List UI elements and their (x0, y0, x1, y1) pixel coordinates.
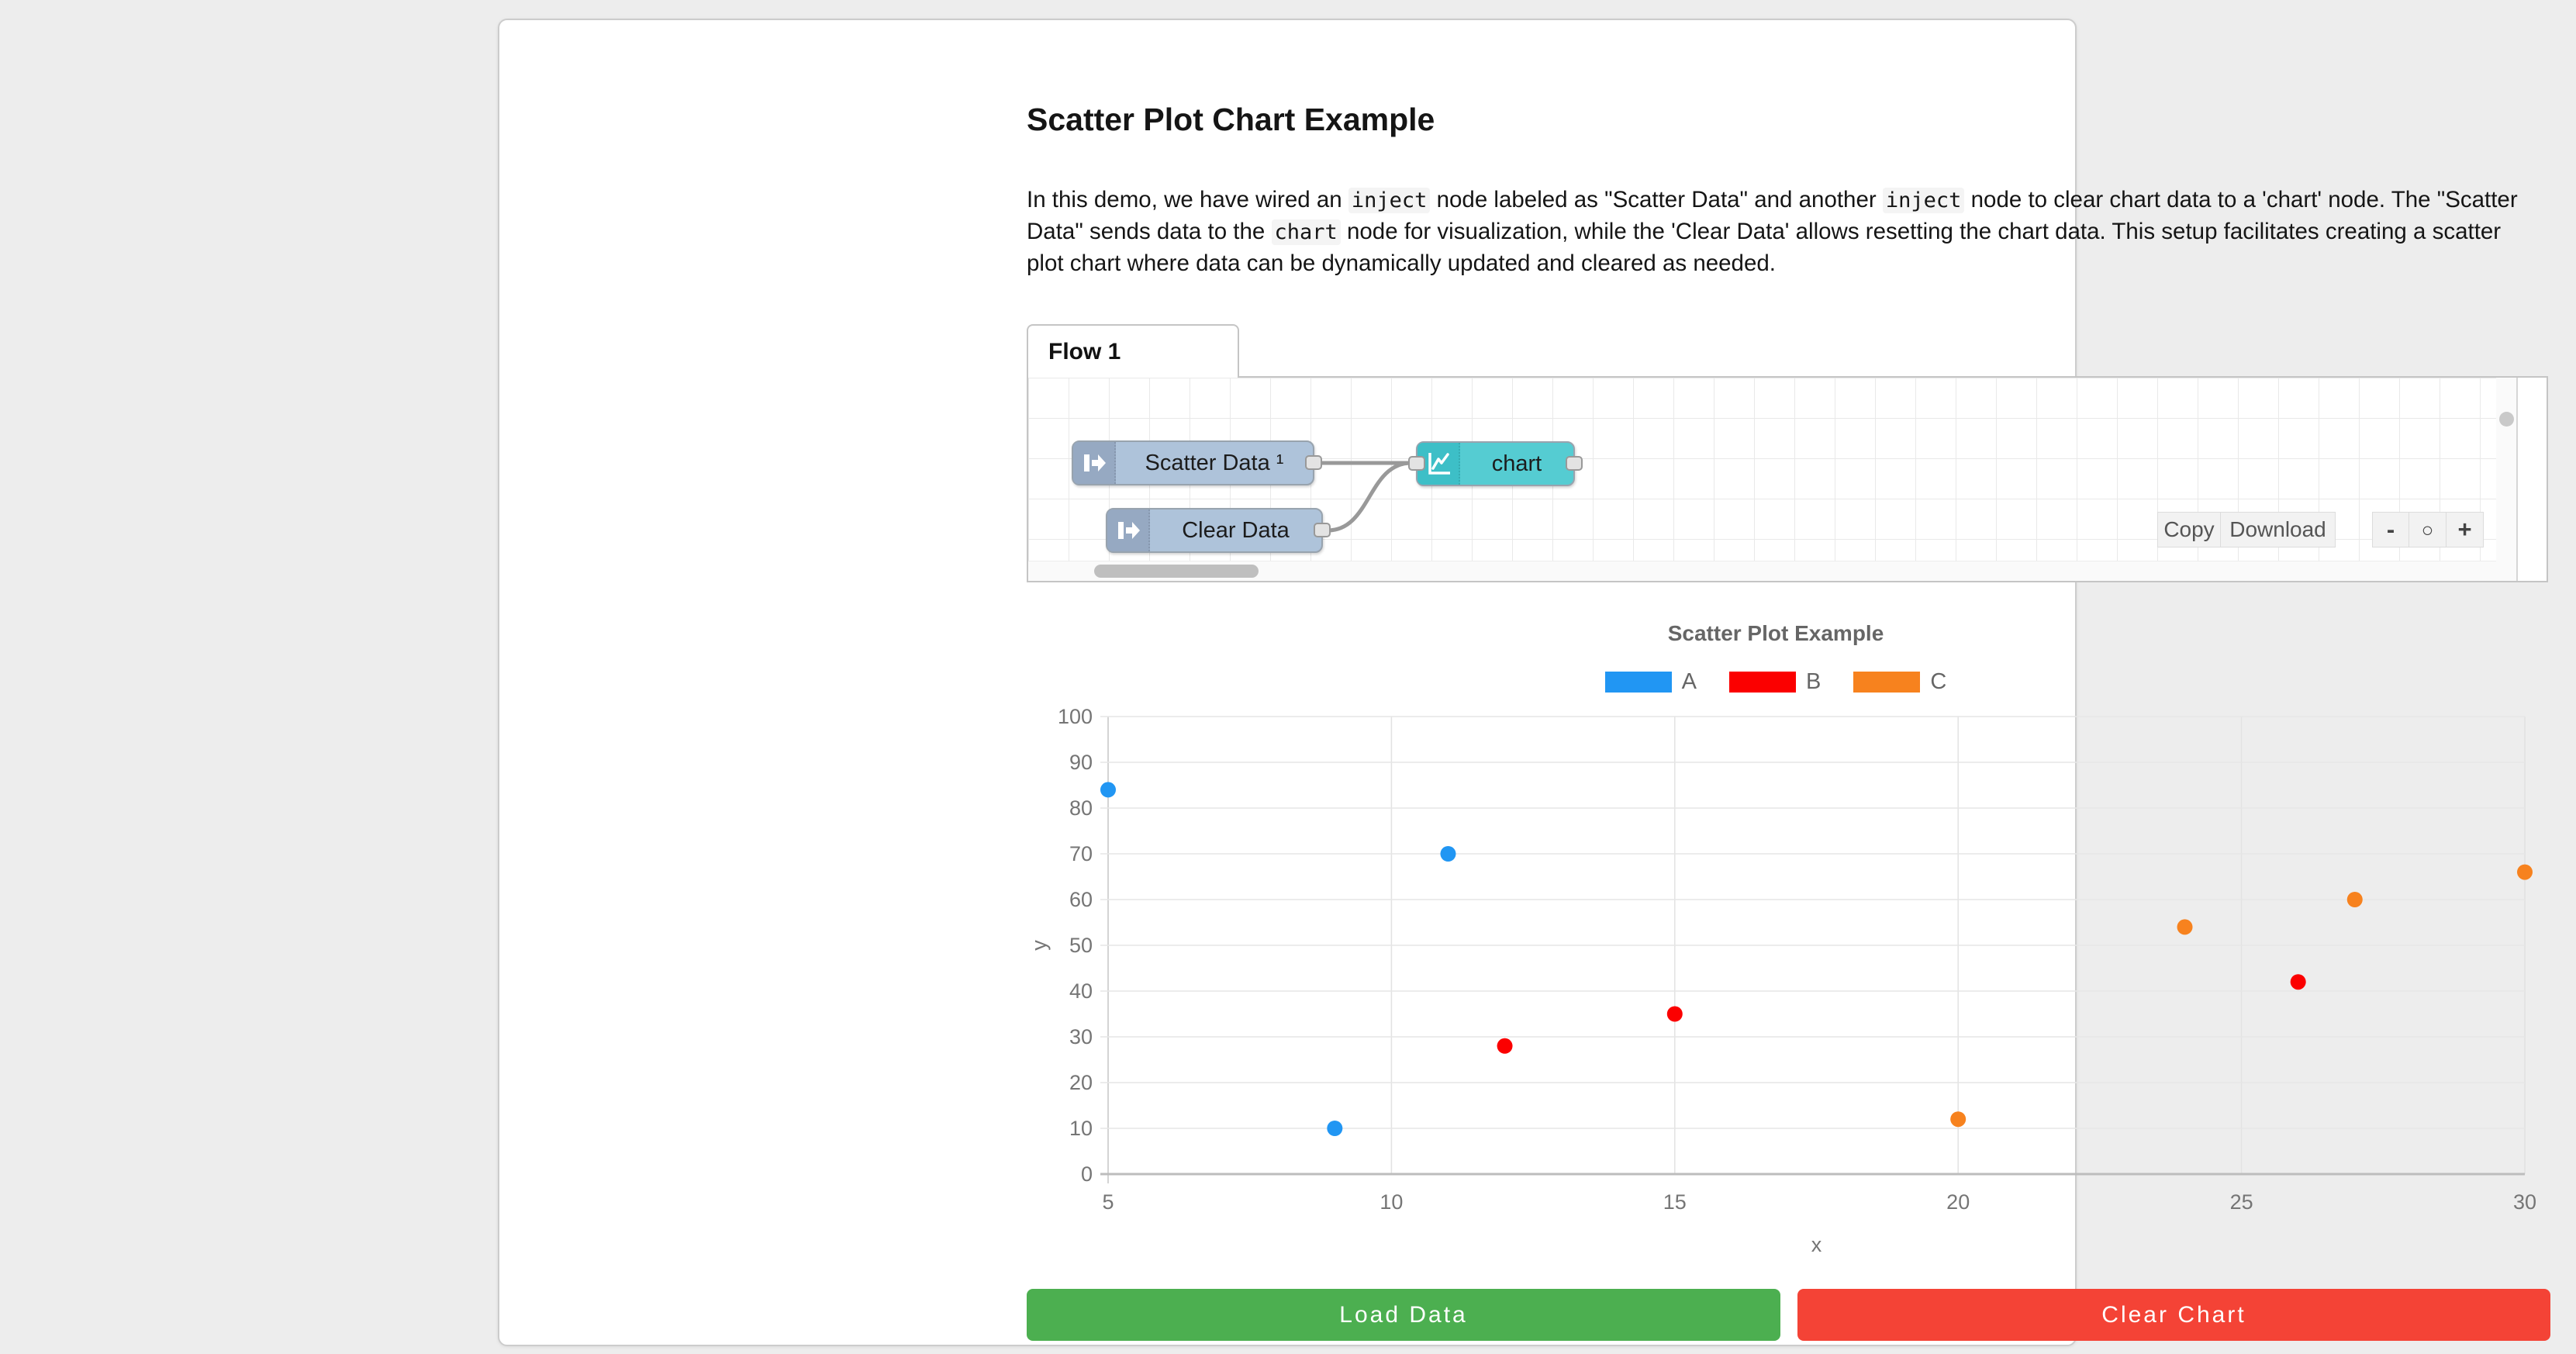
output-port[interactable] (1314, 523, 1331, 537)
intro-text: node labeled as "Scatter Data" and anoth… (1430, 187, 1883, 212)
x-tick-label: 5 (1102, 1190, 1114, 1214)
data-point-C (2177, 919, 2193, 935)
legend-swatch (1604, 672, 1672, 693)
flow-wires (1317, 461, 1414, 533)
copy-button[interactable]: Copy (2157, 512, 2221, 547)
vertical-scrollbar[interactable] (2496, 378, 2518, 581)
node-label: Clear Data (1182, 517, 1290, 543)
scatter-chart: Scatter Plot Example A B C 5 10 15 20 25 30 0 10 2… (1027, 613, 2550, 1269)
y-tick-label: 10 (1069, 1117, 1093, 1140)
y-axis-label: y (1027, 940, 1051, 951)
node-clear-data[interactable]: Clear Data (1106, 508, 1331, 553)
clear-chart-button[interactable]: Clear Chart (1797, 1289, 2550, 1341)
vertical-scrollbar-thumb[interactable] (2499, 412, 2514, 427)
flow-toolbar: Copy Download (2157, 512, 2336, 547)
data-point-B (2290, 974, 2306, 990)
chart-title: Scatter Plot Example (1667, 621, 1884, 645)
output-port[interactable] (1305, 455, 1322, 470)
legend-label: C (1930, 669, 1947, 694)
data-point-B (1497, 1038, 1513, 1054)
content-card: Scatter Plot Chart Example In this demo,… (498, 19, 2550, 1346)
x-tick-label: 15 (1663, 1190, 1687, 1214)
legend-label: A (1681, 669, 1697, 694)
y-tick-label: 0 (1081, 1162, 1093, 1186)
legend-swatch (1853, 672, 1921, 693)
y-tick-label: 20 (1069, 1071, 1093, 1094)
inject-icon (1107, 509, 1150, 551)
legend-swatch (1729, 672, 1797, 693)
intro-text: node for visualization, while the 'Clear… (1027, 219, 2502, 276)
inline-code-inject: inject (1882, 188, 1965, 213)
legend-label: B (1806, 669, 1822, 694)
y-tick-label: 90 (1069, 751, 1093, 774)
data-point-B (1666, 1006, 1683, 1022)
page-title: Scatter Plot Chart Example (1027, 102, 1435, 137)
intro-text: In this demo, we have wired an (1027, 187, 1348, 212)
flow-tab[interactable]: Flow 1 (1027, 324, 1239, 378)
input-port[interactable] (1408, 456, 1425, 471)
y-tick-label: 70 (1069, 842, 1093, 865)
zoom-in-button[interactable]: + (2447, 512, 2484, 547)
zoom-out-button[interactable]: - (2372, 512, 2409, 547)
flow-tab-label: Flow 1 (1048, 338, 1121, 364)
intro-text: node to clear chart data to a 'chart' no… (1027, 187, 2518, 244)
zoom-controls: - ○ + (2372, 512, 2484, 547)
x-tick-label: 10 (1380, 1190, 1403, 1214)
data-point-A (1440, 846, 1456, 862)
data-point-A (1100, 782, 1116, 798)
legend-item-C[interactable]: C (1853, 669, 1946, 695)
data-point-A (1327, 1121, 1343, 1136)
legend-item-B[interactable]: B (1729, 669, 1821, 695)
inline-code-chart: chart (1271, 219, 1341, 245)
x-tick-label: 30 (2513, 1190, 2536, 1214)
node-chart[interactable]: chart (1408, 441, 1583, 486)
load-data-button[interactable]: Load Data (1027, 1289, 1780, 1341)
node-scatter-data[interactable]: Scatter Data ¹ (1072, 440, 1322, 485)
horizontal-scrollbar-thumb[interactable] (1094, 565, 1259, 578)
wire-clear-to-chart (1325, 461, 1414, 533)
y-tick-label: 40 (1069, 979, 1093, 1003)
flow-right-gutter (2518, 378, 2547, 581)
legend-item-A[interactable]: A (1604, 669, 1697, 695)
data-point-C (2517, 864, 2533, 880)
node-label: Scatter Data ¹ (1145, 450, 1284, 475)
data-point-C (1950, 1111, 1967, 1128)
horizontal-scrollbar[interactable] (1028, 561, 2496, 581)
y-tick-label: 50 (1069, 934, 1093, 957)
data-point-C (2346, 892, 2363, 907)
chart-legend: A B C (1027, 669, 2525, 695)
y-tick-label: 100 (1058, 705, 1093, 728)
inject-icon (1073, 442, 1116, 484)
inline-code-inject: inject (1348, 188, 1431, 213)
flow-canvas[interactable]: Scatter Data ¹ Clear Data (1027, 376, 2548, 582)
y-tick-label: 60 (1069, 888, 1093, 911)
x-tick-label: 20 (1946, 1190, 1970, 1214)
output-port[interactable] (1566, 456, 1583, 471)
download-button[interactable]: Download (2221, 512, 2336, 547)
y-tick-label: 30 (1069, 1025, 1093, 1048)
y-tick-label: 80 (1069, 796, 1093, 820)
intro-paragraph: In this demo, we have wired an inject no… (1027, 185, 2525, 279)
node-label: chart (1491, 451, 1542, 476)
x-tick-label: 25 (2230, 1190, 2253, 1214)
chart-plot-area: 5 10 15 20 25 30 0 10 20 30 40 50 60 70 80 90 100 x y (1027, 705, 2536, 1256)
zoom-reset-button[interactable]: ○ (2409, 512, 2447, 547)
x-axis-label: x (1811, 1233, 1822, 1256)
